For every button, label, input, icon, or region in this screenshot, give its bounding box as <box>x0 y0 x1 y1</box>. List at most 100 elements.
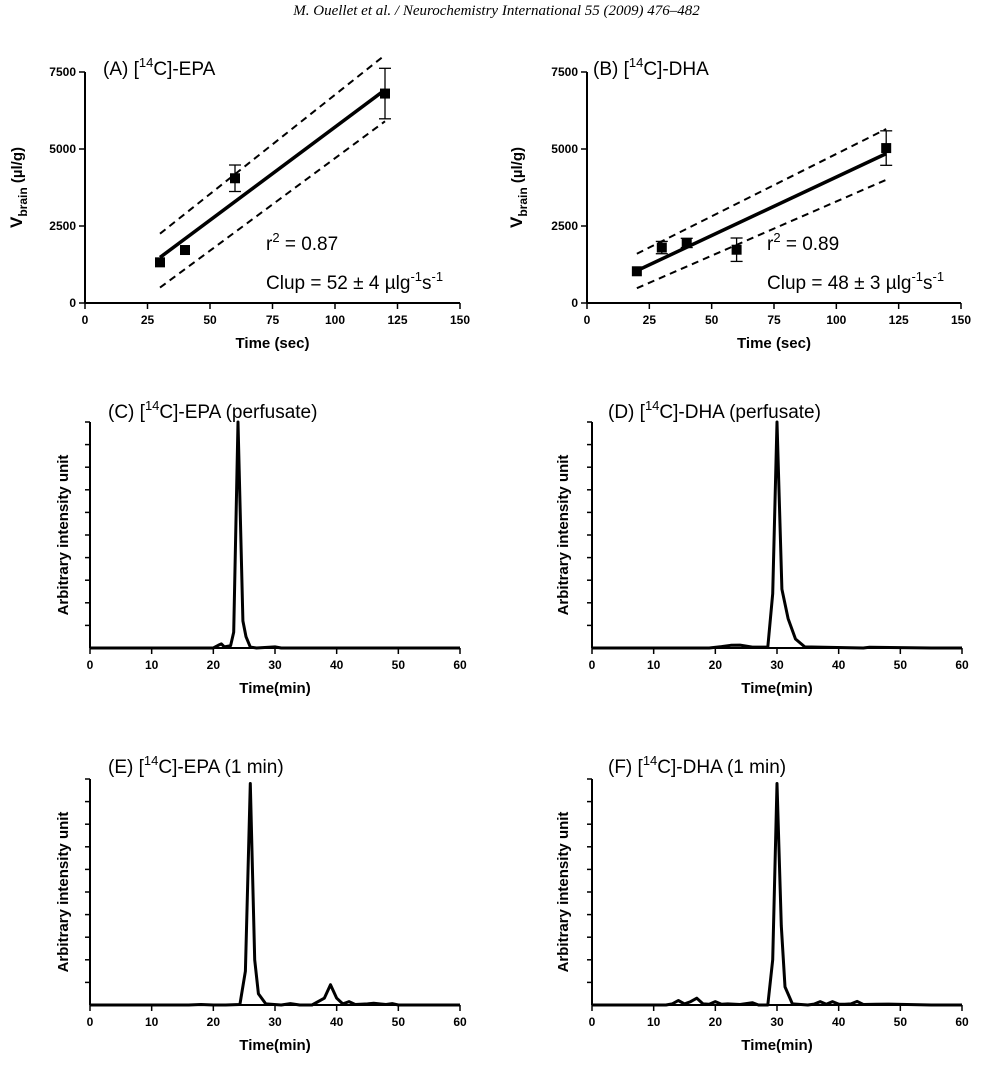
title-suffix: C]-DHA <box>643 59 709 80</box>
panel-title: (B) [14C]-DHA <box>593 55 709 80</box>
title-sup: 14 <box>645 398 659 413</box>
panel-a: 0 25 50 75 100 125 150 Time (sec) 0 2500 5000 7500 V… <box>7 54 470 352</box>
y-label-main: V <box>507 216 526 228</box>
x-tick-label: 30 <box>770 1015 784 1029</box>
r-squared-label: r2 = 0.87 <box>266 230 338 255</box>
title-sup: 14 <box>145 398 159 413</box>
y-tick-label: 0 <box>571 296 578 310</box>
x-tick-label: 50 <box>705 313 719 327</box>
x-tick-label: 20 <box>709 1015 723 1029</box>
y-axis-label: Arbitrary intensity unit <box>555 812 572 973</box>
chromatogram-line <box>90 782 460 1007</box>
y-tick-label: 2500 <box>49 219 76 233</box>
panel-f: 0 10 20 30 40 50 60 Time(min) Arbitrary intensit… <box>555 753 969 1054</box>
x-tick-label: 75 <box>266 313 280 327</box>
y-tick-label: 2500 <box>551 219 578 233</box>
x-tick-label: 50 <box>894 658 908 672</box>
x-tick-label: 50 <box>894 1015 908 1029</box>
x-axis-label: Time(min) <box>239 680 310 697</box>
r2-b: = 0.89 <box>781 234 840 255</box>
x-tick-label: 0 <box>589 1015 596 1029</box>
ci-upper-line <box>636 128 887 255</box>
y-axis-label: Arbitrary intensity unit <box>55 812 72 973</box>
x-tick-label: 10 <box>647 1015 661 1029</box>
data-point <box>631 266 642 277</box>
x-tick-label: 0 <box>82 313 89 327</box>
clup-sup2: -1 <box>432 269 444 284</box>
data-point <box>230 173 240 184</box>
data-point <box>155 257 165 268</box>
clup-b: s <box>923 273 933 294</box>
y-axis-label: Vbrain (µl/g) <box>7 147 30 228</box>
x-tick-label: 20 <box>207 658 221 672</box>
x-tick-label: 30 <box>268 658 282 672</box>
y-label-sub: brain <box>516 187 530 216</box>
panel-d: 0 10 20 30 40 50 60 Time(min) Arbitrary intensit… <box>555 398 969 697</box>
x-tick-label: 100 <box>826 313 846 327</box>
title-prefix: (C) [ <box>108 402 146 423</box>
journal-header: M. Ouellet et al. / Neurochemistry Inter… <box>293 3 700 19</box>
title-sup: 14 <box>144 753 158 768</box>
y-label-main: V <box>7 216 26 228</box>
x-tick-label: 75 <box>767 313 781 327</box>
x-tick-label: 60 <box>955 1015 969 1029</box>
x-tick-label: 125 <box>387 313 407 327</box>
x-tick-label: 10 <box>145 658 159 672</box>
title-prefix: (E) [ <box>108 757 145 778</box>
x-tick-label: 60 <box>955 658 969 672</box>
title-sup: 14 <box>629 55 643 70</box>
x-tick-label: 0 <box>87 1015 94 1029</box>
clup-a: Clup = 52 ± 4 µlg <box>266 273 410 294</box>
data-point <box>180 245 190 256</box>
title-suffix: C]-EPA <box>153 59 215 80</box>
x-axis-label: Time(min) <box>741 680 812 697</box>
x-tick-label: 20 <box>207 1015 221 1029</box>
x-tick-label: 40 <box>330 1015 344 1029</box>
panel-c: 0 10 20 30 40 50 60 Time(min) Arbitrary intensit… <box>55 398 467 697</box>
title-prefix: (B) [ <box>593 59 630 80</box>
x-tick-label: 150 <box>450 313 470 327</box>
r2-a: r <box>767 234 774 255</box>
y-label-unit: (µl/g) <box>9 147 26 187</box>
x-tick-label: 25 <box>643 313 657 327</box>
data-point <box>656 242 667 253</box>
x-tick-label: 50 <box>392 1015 406 1029</box>
y-axis-label: Arbitrary intensity unit <box>555 455 572 616</box>
clup-sup2: -1 <box>933 269 945 284</box>
x-axis-label: Time (sec) <box>737 335 811 352</box>
chromatogram-line <box>592 420 962 650</box>
y-tick-label: 5000 <box>551 142 578 156</box>
chromatogram-line <box>592 782 962 1007</box>
title-sup: 14 <box>139 55 153 70</box>
r2-b: = 0.87 <box>280 234 339 255</box>
title-suffix: C]-DHA (1 min) <box>657 757 786 778</box>
panel-title: (E) [14C]-EPA (1 min) <box>108 753 284 778</box>
r2-sup: 2 <box>773 230 780 245</box>
y-label-unit: (µl/g) <box>509 147 526 187</box>
x-tick-label: 30 <box>770 658 784 672</box>
panel-e: 0 10 20 30 40 50 60 Time(min) Arbitrary intensit… <box>55 753 467 1054</box>
clup-label: Clup = 52 ± 4 µlg-1s-1 <box>266 269 443 294</box>
data-point <box>681 237 692 248</box>
regression-line <box>636 152 887 273</box>
x-axis-label: Time(min) <box>239 1037 310 1054</box>
clup-label: Clup = 48 ± 3 µlg-1s-1 <box>767 269 944 294</box>
clup-b: s <box>422 273 432 294</box>
r2-a: r <box>266 234 273 255</box>
clup-sup1: -1 <box>911 269 923 284</box>
x-tick-label: 125 <box>889 313 909 327</box>
x-tick-label: 150 <box>951 313 971 327</box>
data-point <box>731 244 742 255</box>
x-tick-label: 40 <box>832 658 846 672</box>
x-tick-label: 40 <box>832 1015 846 1029</box>
x-tick-label: 0 <box>589 658 596 672</box>
x-tick-label: 10 <box>145 1015 159 1029</box>
title-sup: 14 <box>643 753 657 768</box>
clup-a: Clup = 48 ± 3 µlg <box>767 273 911 294</box>
y-tick-label: 7500 <box>551 65 578 79</box>
x-tick-label: 100 <box>325 313 345 327</box>
title-prefix: (F) [ <box>608 757 644 778</box>
panel-title: (D) [14C]-DHA (perfusate) <box>608 398 821 423</box>
x-axis-label: Time(min) <box>741 1037 812 1054</box>
